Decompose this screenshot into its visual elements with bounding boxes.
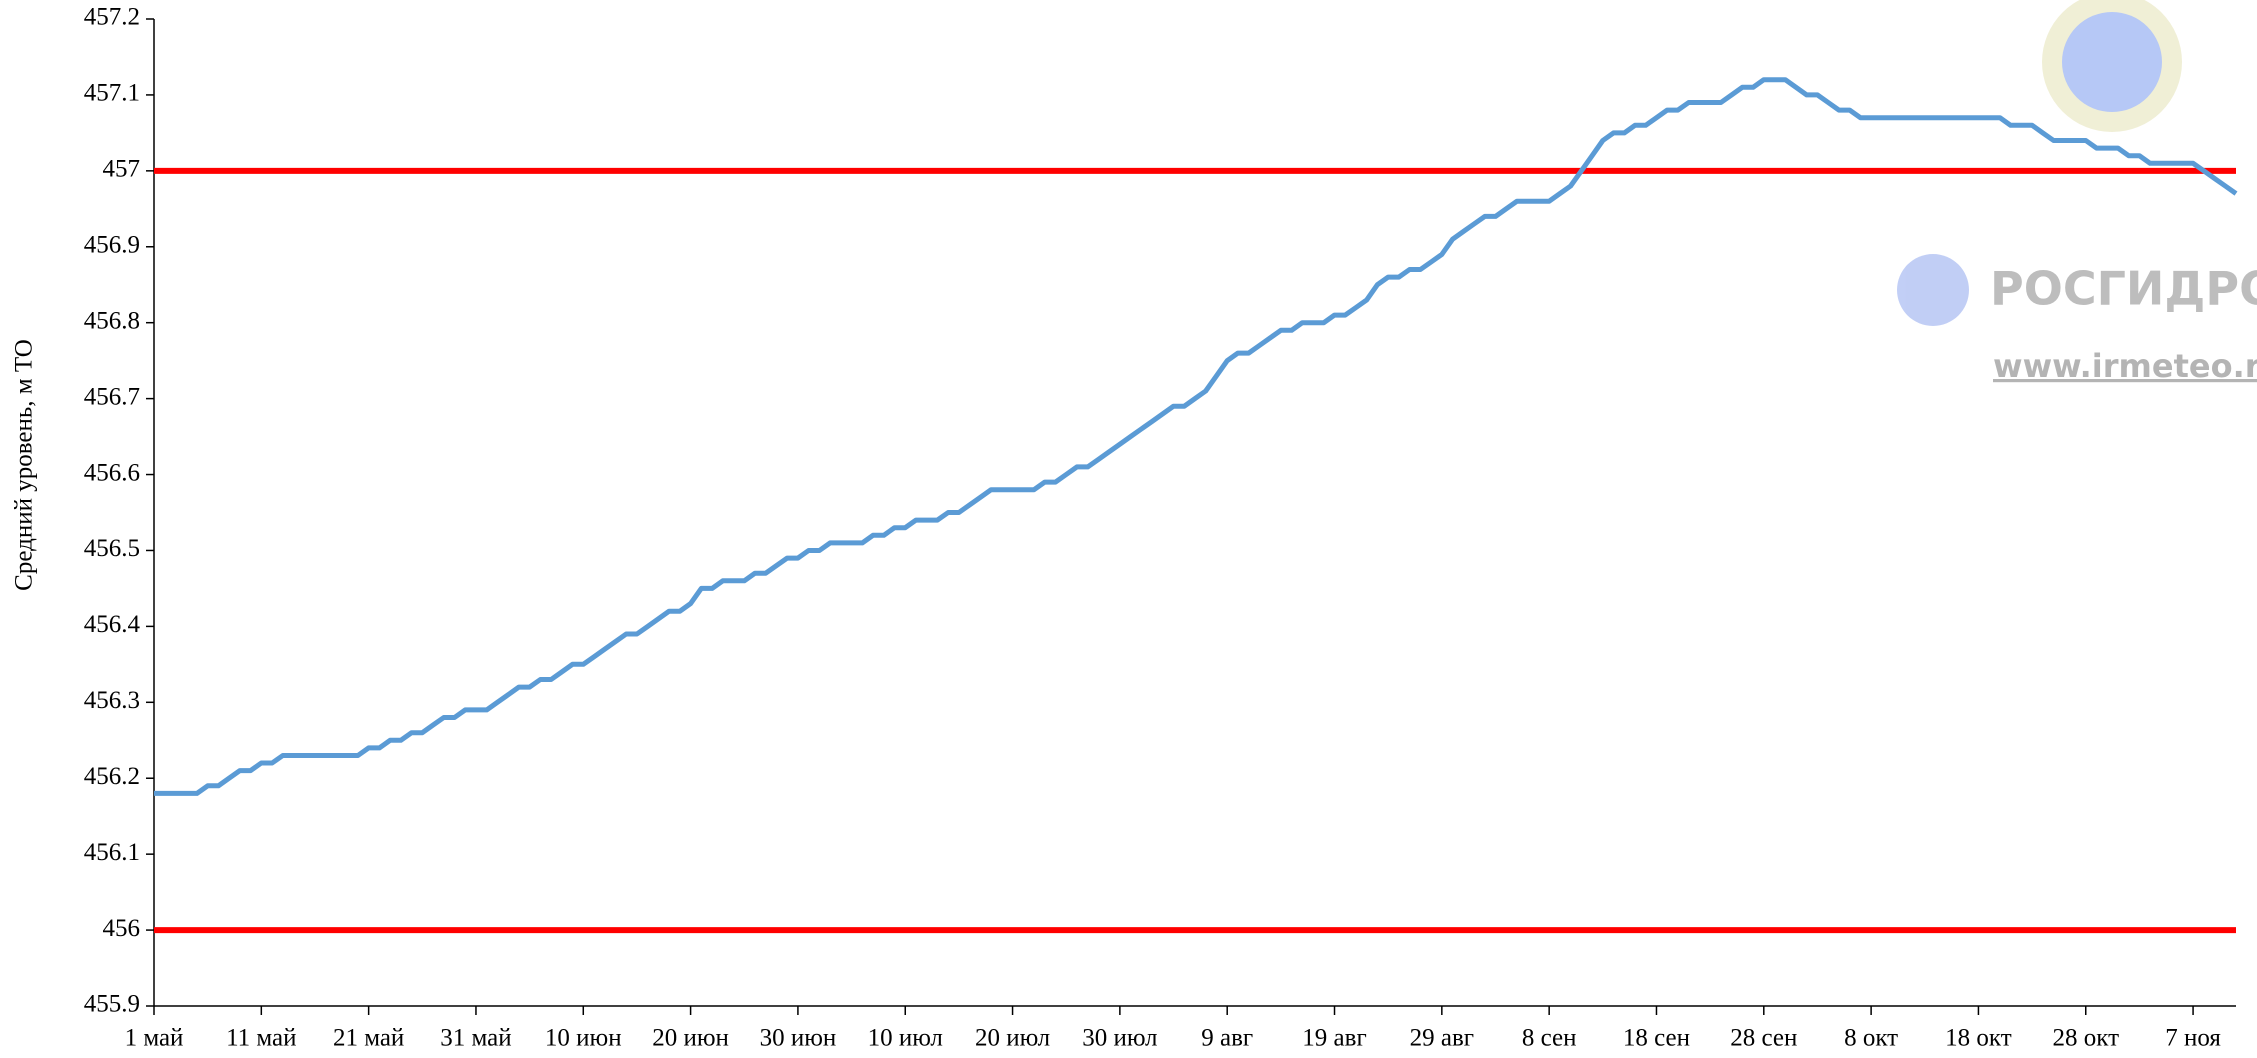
x-tick-label: 11 май bbox=[226, 1025, 296, 1052]
y-tick-label: 456.6 bbox=[84, 459, 140, 486]
data-line bbox=[154, 77, 2238, 796]
x-tick-label: 21 май bbox=[333, 1025, 404, 1052]
watermark-logo bbox=[1897, 254, 1969, 326]
x-tick-label: 31 май bbox=[440, 1025, 511, 1052]
x-tick-label: 8 сен bbox=[1522, 1025, 1577, 1052]
watermark: РОСГИДРОМ www.irmeteo.ru bbox=[1897, 0, 2257, 385]
x-tick-label: 20 июл bbox=[975, 1025, 1050, 1052]
y-tick-label: 456.3 bbox=[84, 687, 140, 714]
x-tick-label: 28 окт bbox=[2053, 1025, 2120, 1052]
y-tick-label: 456.9 bbox=[84, 232, 140, 259]
x-tick-label: 9 авг bbox=[1201, 1025, 1253, 1052]
y-tick-label: 456.8 bbox=[84, 307, 140, 334]
y-tick-label: 456 bbox=[103, 915, 141, 942]
watermark-title: РОСГИДРОМ bbox=[1990, 262, 2257, 316]
x-tick-label: 8 окт bbox=[1844, 1025, 1898, 1052]
x-tick-label: 10 июн bbox=[545, 1025, 622, 1052]
y-tick-label: 457.1 bbox=[84, 80, 140, 107]
y-tick-label: 455.9 bbox=[84, 991, 140, 1018]
y-tick-label: 457 bbox=[103, 156, 141, 183]
y-tick-label: 456.2 bbox=[84, 763, 140, 790]
y-tick-label: 456.4 bbox=[84, 611, 141, 638]
x-tick-label: 1 май bbox=[125, 1025, 184, 1052]
x-tick-label: 30 июн bbox=[760, 1025, 837, 1052]
x-tick-label: 30 июл bbox=[1082, 1025, 1157, 1052]
x-tick-label: 18 сен bbox=[1623, 1025, 1690, 1052]
y-tick-label: 456.7 bbox=[84, 383, 140, 410]
x-tick-label: 10 июл bbox=[868, 1025, 943, 1052]
y-tick-label: 456.5 bbox=[84, 535, 140, 562]
y-tick-label: 457.2 bbox=[84, 4, 140, 31]
y-tick-label: 456.1 bbox=[84, 839, 140, 866]
x-tick-label: 19 авг bbox=[1302, 1025, 1366, 1052]
x-tick-label: 18 окт bbox=[1945, 1025, 2012, 1052]
x-tick-label: 7 ноя bbox=[2165, 1025, 2221, 1052]
watermark-url: www.irmeteo.ru bbox=[1993, 347, 2257, 385]
x-tick-label: 29 авг bbox=[1410, 1025, 1474, 1052]
watermark-emblem bbox=[2062, 12, 2162, 112]
x-tick-label: 28 сен bbox=[1730, 1025, 1797, 1052]
x-tick-label: 20 июн bbox=[652, 1025, 729, 1052]
y-axis-label: Средний уровень, м ТО bbox=[11, 339, 38, 591]
